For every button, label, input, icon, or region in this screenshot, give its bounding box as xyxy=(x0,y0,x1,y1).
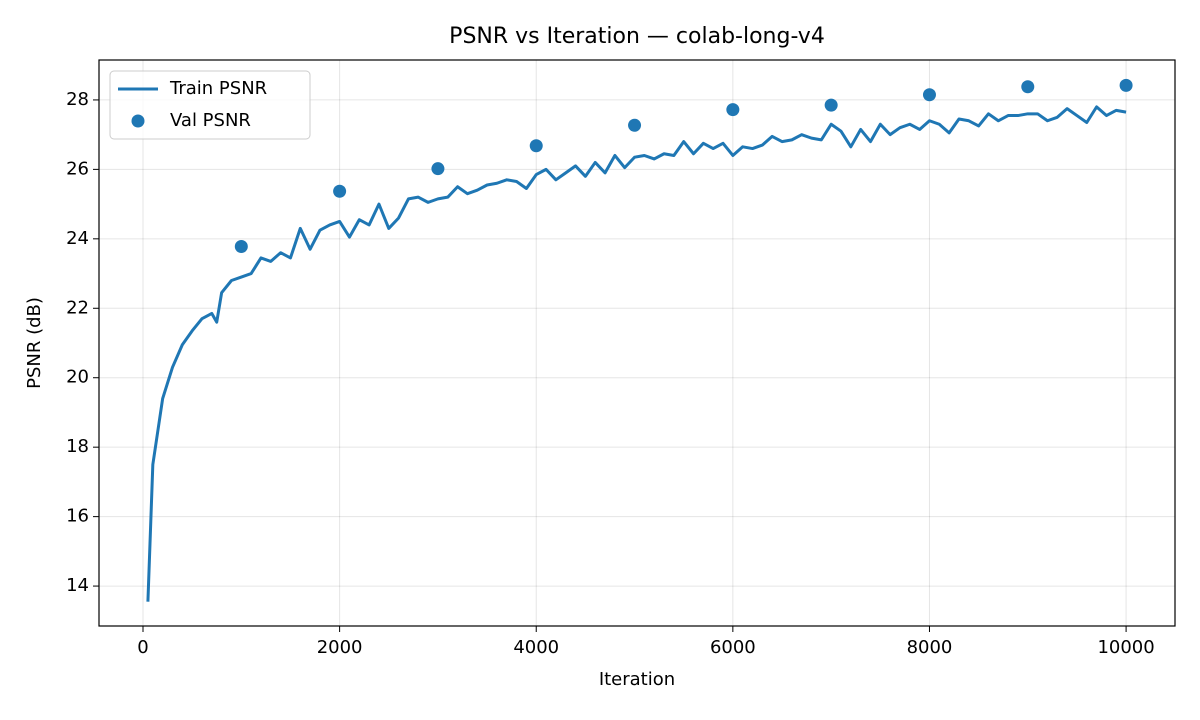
legend-box xyxy=(109,70,311,140)
y-tick-label: 26 xyxy=(66,158,89,179)
plot-frame xyxy=(98,59,1176,627)
y-axis-label: PSNR (dB) xyxy=(24,297,45,389)
val-point xyxy=(726,103,740,117)
val-point xyxy=(431,162,445,176)
x-tick-label: 8000 xyxy=(907,637,953,658)
y-tick-label: 24 xyxy=(66,228,89,249)
x-tick-label: 6000 xyxy=(710,637,756,658)
val-point xyxy=(1021,80,1035,94)
y-tick-label: 22 xyxy=(66,297,89,318)
val-point xyxy=(234,239,248,253)
val-point xyxy=(628,118,642,132)
legend-swatch xyxy=(131,114,145,128)
y-tick-label: 16 xyxy=(66,506,89,527)
x-tick-label: 4000 xyxy=(513,637,559,658)
legend-label: Val PSNR xyxy=(170,110,251,131)
y-tick-label: 20 xyxy=(66,367,89,388)
val-point xyxy=(333,184,347,198)
x-tick-label: 10000 xyxy=(1097,637,1154,658)
x-tick-label: 2000 xyxy=(317,637,363,658)
y-tick-label: 18 xyxy=(66,436,89,457)
y-tick-label: 14 xyxy=(66,575,89,596)
val-point xyxy=(824,98,838,112)
y-tick-label: 28 xyxy=(66,89,89,110)
train-line xyxy=(146,105,1127,602)
legend-label: Train PSNR xyxy=(169,78,267,99)
val-point xyxy=(922,88,936,102)
val-point xyxy=(529,139,543,153)
x-axis-label: Iteration xyxy=(599,669,675,690)
val-point xyxy=(1119,78,1133,92)
chart-title: PSNR vs Iteration — colab-long-v4 xyxy=(449,24,825,49)
x-tick-label: 0 xyxy=(137,637,148,658)
